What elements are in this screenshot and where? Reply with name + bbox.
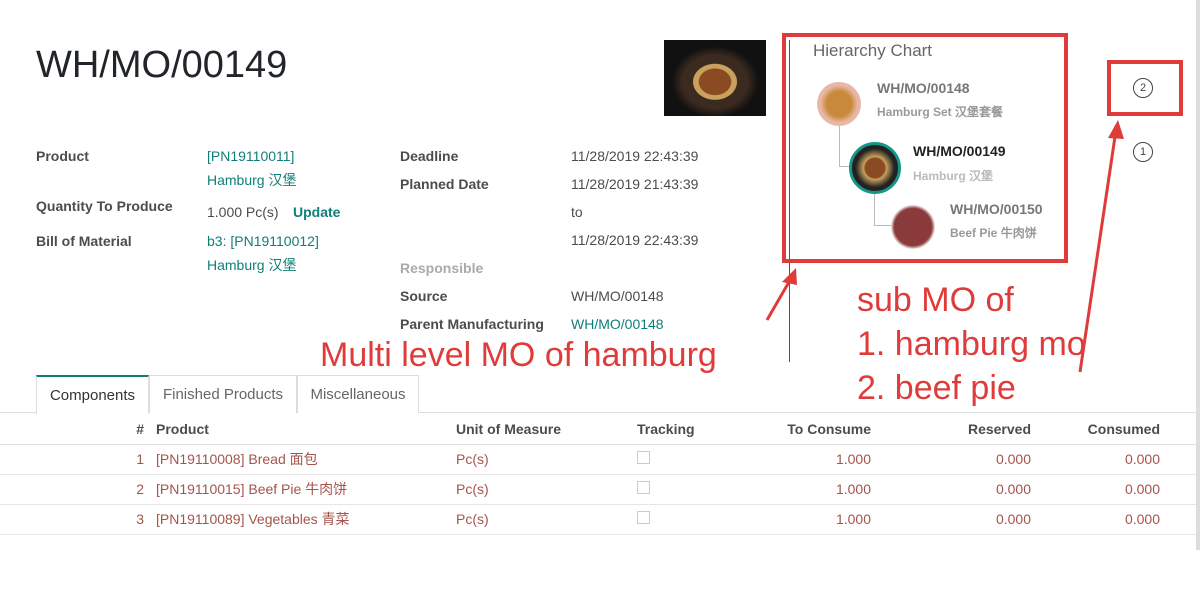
source-label: Source (400, 288, 448, 304)
tree-connector (874, 190, 892, 226)
planned-start: 11/28/2019 21:43:39 (571, 176, 699, 192)
annotation-right-1: sub MO of (857, 281, 1014, 319)
mo-avatar (891, 205, 935, 249)
row-to-consume: 1.000 (747, 504, 883, 535)
col-product[interactable]: Product (150, 414, 456, 445)
table-row[interactable]: 1 [PN19110008] Bread 面包 Pc(s) 1.000 0.00… (0, 444, 1196, 475)
row-tracking (637, 504, 747, 535)
source-value: WH/MO/00148 (571, 288, 664, 304)
row-uom: Pc(s) (456, 504, 637, 535)
row-tracking (637, 444, 747, 475)
tracking-checkbox[interactable] (637, 451, 650, 464)
parent-label: Parent Manufacturing (400, 316, 544, 332)
col-number[interactable]: # (0, 414, 150, 445)
arrow-head-icon (1108, 120, 1124, 139)
hierarchy-node-product: Beef Pie 牛肉饼 (950, 226, 1037, 240)
row-reserved: 0.000 (883, 474, 1043, 505)
row-number: 2 (0, 474, 150, 505)
tab-components[interactable]: Components (36, 375, 149, 414)
row-reserved: 0.000 (883, 444, 1043, 475)
arrow-icon (1078, 129, 1118, 373)
row-tracking (637, 474, 747, 505)
col-reserved[interactable]: Reserved (883, 414, 1043, 445)
hierarchy-highlight-box (782, 33, 1068, 263)
hierarchy-title: Hierarchy Chart (813, 41, 933, 60)
deadline-value: 11/28/2019 22:43:39 (571, 148, 699, 164)
bom-label: Bill of Material (36, 233, 132, 249)
mo-avatar-current (849, 142, 901, 194)
row-uom: Pc(s) (456, 474, 637, 505)
status-step-1[interactable]: 1 (1133, 142, 1153, 162)
row-reserved: 0.000 (883, 504, 1043, 535)
bom-name-link[interactable]: Hamburg 汉堡 (207, 257, 297, 273)
tracking-checkbox[interactable] (637, 511, 650, 524)
hierarchy-node-product: Hamburg 汉堡 (913, 169, 994, 183)
status-step-2[interactable]: 2 (1133, 78, 1153, 98)
row-product[interactable]: [PN19110008] Bread 面包 (150, 444, 456, 475)
row-consumed: 0.000 (1043, 504, 1196, 535)
hierarchy-node-ref[interactable]: WH/MO/00150 (950, 201, 1043, 217)
tree-connector (839, 125, 853, 167)
qty-value: 1.000 Pc(s) (207, 204, 279, 220)
hierarchy-node-ref-current[interactable]: WH/MO/00149 (913, 143, 1006, 159)
update-button[interactable]: Update (293, 204, 341, 220)
table-header: # Product Unit of Measure Tracking To Co… (0, 414, 1196, 445)
product-label: Product (36, 148, 89, 164)
annotation-left: Multi level MO of hamburg (320, 336, 717, 374)
row-uom: Pc(s) (456, 444, 637, 475)
row-number: 1 (0, 444, 150, 475)
row-product[interactable]: [PN19110015] Beef Pie 牛肉饼 (150, 474, 456, 505)
col-consumed[interactable]: Consumed (1043, 414, 1196, 445)
scrollbar[interactable] (1196, 0, 1200, 550)
row-consumed: 0.000 (1043, 474, 1196, 505)
col-uom[interactable]: Unit of Measure (456, 414, 637, 445)
arrow-head-icon (782, 268, 797, 285)
record-title: WH/MO/00149 (36, 44, 288, 86)
tracking-checkbox[interactable] (637, 481, 650, 494)
row-number: 3 (0, 504, 150, 535)
bom-code-link[interactable]: b3: [PN19110012] (207, 233, 319, 249)
table-row[interactable]: 3 [PN19110089] Vegetables 青菜 Pc(s) 1.000… (0, 504, 1196, 535)
planned-end: 11/28/2019 22:43:39 (571, 232, 699, 248)
row-to-consume: 1.000 (747, 474, 883, 505)
tab-miscellaneous[interactable]: Miscellaneous (297, 375, 419, 413)
divider (789, 40, 790, 362)
planned-to: to (571, 204, 583, 220)
annotation-right-3: 2. beef pie (857, 369, 1016, 407)
hierarchy-node-ref[interactable]: WH/MO/00148 (877, 80, 970, 96)
row-to-consume: 1.000 (747, 444, 883, 475)
product-image (664, 40, 766, 116)
col-tracking[interactable]: Tracking (637, 414, 747, 445)
row-product[interactable]: [PN19110089] Vegetables 青菜 (150, 504, 456, 535)
col-to-consume[interactable]: To Consume (747, 414, 883, 445)
tab-finished-products[interactable]: Finished Products (149, 375, 297, 413)
planned-label: Planned Date (400, 176, 489, 192)
product-name-link[interactable]: Hamburg 汉堡 (207, 172, 297, 188)
product-code-link[interactable]: [PN19110011] (207, 148, 295, 164)
annotation-right-2: 1. hamburg mo (857, 325, 1086, 363)
qty-label: Quantity To Produce (36, 198, 173, 214)
status-highlight-box (1107, 60, 1183, 116)
deadline-label: Deadline (400, 148, 459, 164)
tab-bar: Components Finished Products Miscellaneo… (0, 375, 1196, 414)
components-table: # Product Unit of Measure Tracking To Co… (0, 414, 1196, 535)
responsible-label: Responsible (400, 260, 484, 276)
table-row[interactable]: 2 [PN19110015] Beef Pie 牛肉饼 Pc(s) 1.000 … (0, 474, 1196, 505)
row-consumed: 0.000 (1043, 444, 1196, 475)
mo-avatar (817, 82, 861, 126)
hierarchy-node-product: Hamburg Set 汉堡套餐 (877, 105, 1004, 119)
parent-link[interactable]: WH/MO/00148 (571, 316, 664, 332)
